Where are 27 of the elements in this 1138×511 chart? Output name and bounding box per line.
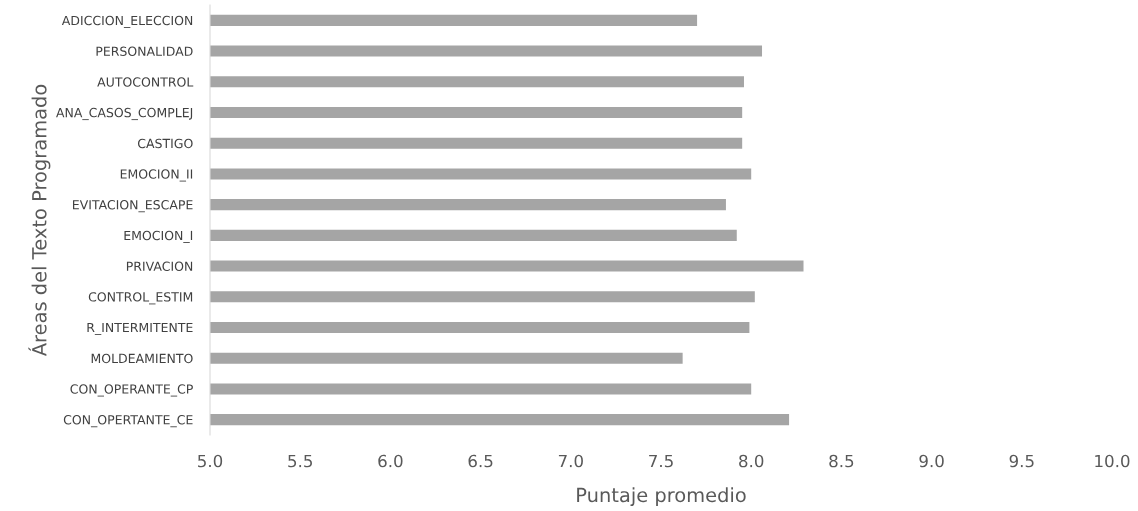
y-tick-label: R_INTERMITENTE bbox=[87, 322, 193, 336]
y-tick-label: ANA_CASOS_COMPLEJ bbox=[56, 107, 193, 121]
x-tick-label: 5.5 bbox=[288, 454, 312, 468]
y-tick-label: CON_OPERANTE_CP bbox=[70, 384, 193, 397]
y-tick-label: MOLDEAMIENTO bbox=[91, 353, 193, 364]
x-tick-label: 8.5 bbox=[829, 454, 854, 468]
y-tick-label: CASTIGO bbox=[137, 138, 193, 149]
y-axis-title: Áreas del Texto Programado bbox=[28, 84, 51, 357]
x-tick-label: 9.5 bbox=[1009, 454, 1034, 468]
y-tick-label: CONTROL_ESTIM bbox=[88, 292, 193, 305]
x-tick-label: 6.5 bbox=[468, 454, 493, 468]
x-tick-label: 6.0 bbox=[378, 454, 403, 468]
y-tick-label: ADICCION_ELECCION bbox=[61, 15, 193, 28]
x-tick-label: 8.0 bbox=[739, 454, 764, 468]
y-tick-label: EMOCION_I bbox=[124, 230, 193, 243]
x-tick-label: 7.0 bbox=[558, 454, 583, 468]
x-tick-label: 7.5 bbox=[649, 454, 673, 468]
x-tick-label: 10.0 bbox=[1095, 454, 1130, 468]
y-tick-label: PRIVACION bbox=[126, 261, 193, 271]
y-tick-label: EMOCION_II bbox=[120, 169, 193, 182]
y-tick-label: CON_OPERTANTE_CE bbox=[63, 415, 193, 428]
x-axis-title: Puntaje promedio bbox=[577, 487, 746, 507]
y-tick-label: PERSONALIDAD bbox=[96, 46, 193, 56]
x-tick-label: 9.0 bbox=[919, 454, 944, 468]
y-tick-label: AUTOCONTROL bbox=[97, 77, 194, 87]
y-tick-label: EVITACION_ESCAPE bbox=[73, 200, 193, 213]
x-tick-label: 5.0 bbox=[198, 454, 223, 468]
